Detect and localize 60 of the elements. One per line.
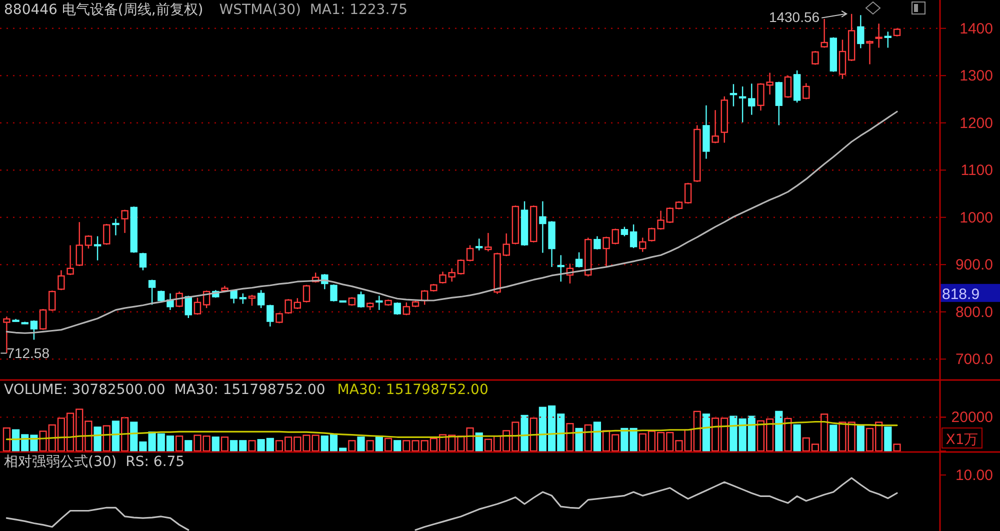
candlestick <box>857 14 864 49</box>
line-series <box>6 110 898 334</box>
y-tick-label: 20000 <box>951 409 993 426</box>
bar <box>2 427 10 452</box>
candlestick <box>376 295 383 311</box>
bar <box>394 440 402 452</box>
y-tick-label: 1000 <box>960 209 993 226</box>
bar <box>375 436 383 452</box>
bar <box>593 422 602 452</box>
chart-title: 880446 电气设备(周线,前复权) <box>4 2 204 18</box>
bar <box>775 410 783 452</box>
bar <box>702 414 710 452</box>
bar <box>793 424 801 452</box>
annotation: 1430.56 <box>768 8 820 25</box>
candlestick <box>702 104 710 160</box>
bar <box>348 440 356 452</box>
bar <box>784 418 792 452</box>
bar <box>893 444 901 452</box>
bar <box>856 424 864 452</box>
bar <box>212 436 220 452</box>
y-tick-label: 1300 <box>960 68 993 85</box>
bar <box>475 432 483 452</box>
bar <box>248 440 256 452</box>
text: X1万 <box>946 432 978 448</box>
bar <box>566 423 574 452</box>
candlestick <box>875 23 882 48</box>
bar <box>94 426 102 452</box>
bar <box>102 425 110 452</box>
bar <box>112 420 120 452</box>
candlestick <box>730 84 738 107</box>
chart-title: VOLUME: 30782500.00 MA30: 151798752.00 <box>4 382 326 398</box>
candlestick <box>557 254 564 282</box>
candlestick <box>738 86 746 123</box>
chart-title: 相对强弱公式(30) RS: 6.75 <box>4 454 185 470</box>
bar <box>830 424 838 452</box>
bar <box>220 436 229 452</box>
text: 818.9 <box>942 286 980 303</box>
text: 10.00 <box>955 467 993 484</box>
y-tick-label: 1100 <box>960 162 993 180</box>
bar <box>884 426 892 452</box>
bar <box>584 424 592 452</box>
bar <box>357 436 365 452</box>
bar <box>176 436 184 452</box>
y-tick-label: 800.0 <box>955 304 993 321</box>
candlestick <box>112 218 120 236</box>
y-tick-label: 1200 <box>960 114 993 132</box>
bar <box>366 440 374 452</box>
text: MA30: 151798752.00 <box>337 382 488 398</box>
bar <box>384 438 392 452</box>
bar <box>184 440 192 452</box>
chart-subtitle: WSTMA(30) MA1: 1223.75 <box>219 2 408 18</box>
bar <box>575 428 583 452</box>
bar <box>520 414 528 452</box>
y-tick-label: 700.0 <box>955 351 993 368</box>
candlestick <box>484 232 492 252</box>
annotation: 712.58 <box>6 345 50 362</box>
y-tick-label: 1400 <box>960 20 993 38</box>
y-tick-label: 900.0 <box>955 256 993 274</box>
bar <box>121 417 129 452</box>
bar <box>530 418 538 452</box>
